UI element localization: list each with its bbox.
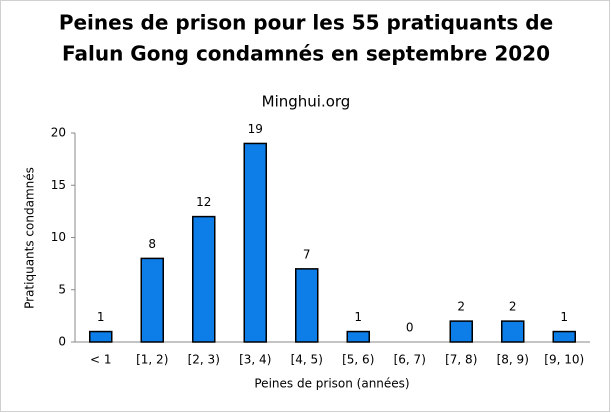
x-tick-label: [8, 9) (497, 353, 529, 367)
value-label: 12 (196, 195, 211, 209)
bar (192, 215, 216, 343)
y-tick-label: 10 (51, 230, 66, 244)
y-tick-label: 15 (51, 178, 66, 192)
chart-title: Falun Gong condamnés en septembre 2020 (62, 42, 550, 66)
bar (89, 330, 113, 343)
x-tick-label: [7, 8) (445, 353, 477, 367)
x-axis-title: Peines de prison (années) (254, 377, 409, 391)
x-tick-label: [1, 2) (136, 353, 168, 367)
bar (449, 320, 473, 343)
y-axis-title: Pratiquants condamnés (23, 167, 37, 309)
x-tick-label: [9, 10) (544, 353, 584, 367)
value-label: 2 (509, 300, 517, 314)
value-label: 7 (303, 247, 311, 261)
bar (243, 142, 267, 343)
bar (346, 330, 370, 343)
value-label: 1 (97, 310, 105, 324)
x-tick-label: < 1 (90, 353, 112, 367)
chart-subtitle: Minghui.org (262, 93, 351, 111)
x-tick-label: [2, 3) (188, 353, 220, 367)
value-label: 0 (406, 321, 414, 335)
y-tick-label: 0 (58, 335, 66, 349)
bar (501, 320, 525, 343)
bar (140, 257, 164, 343)
x-tick-label: [6, 7) (394, 353, 426, 367)
value-label: 19 (248, 122, 263, 136)
bar (295, 268, 319, 343)
x-tick-label: [4, 5) (291, 353, 323, 367)
value-label: 1 (560, 310, 568, 324)
value-label: 2 (457, 300, 465, 314)
y-tick-label: 5 (58, 282, 66, 296)
x-tick-label: [5, 6) (342, 353, 374, 367)
y-tick-label: 20 (51, 126, 66, 140)
bar (552, 330, 576, 343)
chart-title: Peines de prison pour les 55 pratiquants… (59, 11, 553, 35)
x-tick-label: [3, 4) (239, 353, 271, 367)
value-label: 1 (354, 310, 362, 324)
value-label: 8 (148, 237, 156, 251)
